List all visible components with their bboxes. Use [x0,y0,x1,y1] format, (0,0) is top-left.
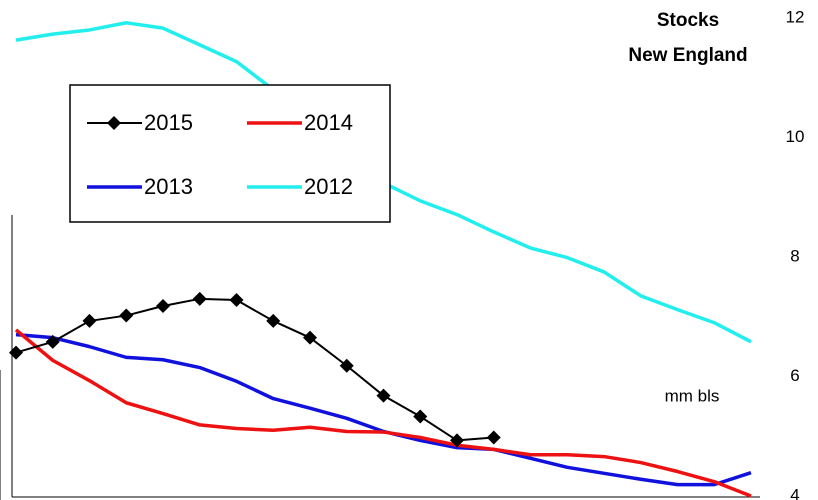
point-marker [119,308,134,323]
legend-label: 2015 [144,110,193,135]
series-line [15,297,494,442]
point-marker [413,409,428,424]
legend-marker [107,116,121,130]
chart-title: Stocks [657,10,719,31]
unit-annotation: mm bls [665,386,720,405]
y-tick-label: 12 [786,7,805,26]
legend-label: 2012 [304,174,353,199]
point-marker [339,358,354,373]
point-marker [192,291,207,306]
y-tick-label: 6 [790,366,799,385]
y-tick-label: 10 [786,127,805,146]
y-tick-label: 8 [790,246,799,265]
point-marker [82,313,97,328]
legend-label: 2013 [144,174,193,199]
point-marker [486,430,501,445]
chart-subtitle: New England [628,45,747,66]
y-tick-label: 4 [790,485,799,500]
series-line [14,328,752,498]
point-marker [156,298,170,313]
point-marker [266,313,281,328]
point-marker [229,293,244,308]
legend-label: 2014 [304,110,353,135]
legend-box [69,84,391,223]
point-marker [9,345,23,360]
point-marker [376,388,391,403]
point-marker [45,334,60,349]
point-marker [450,433,464,448]
point-marker [303,330,317,345]
